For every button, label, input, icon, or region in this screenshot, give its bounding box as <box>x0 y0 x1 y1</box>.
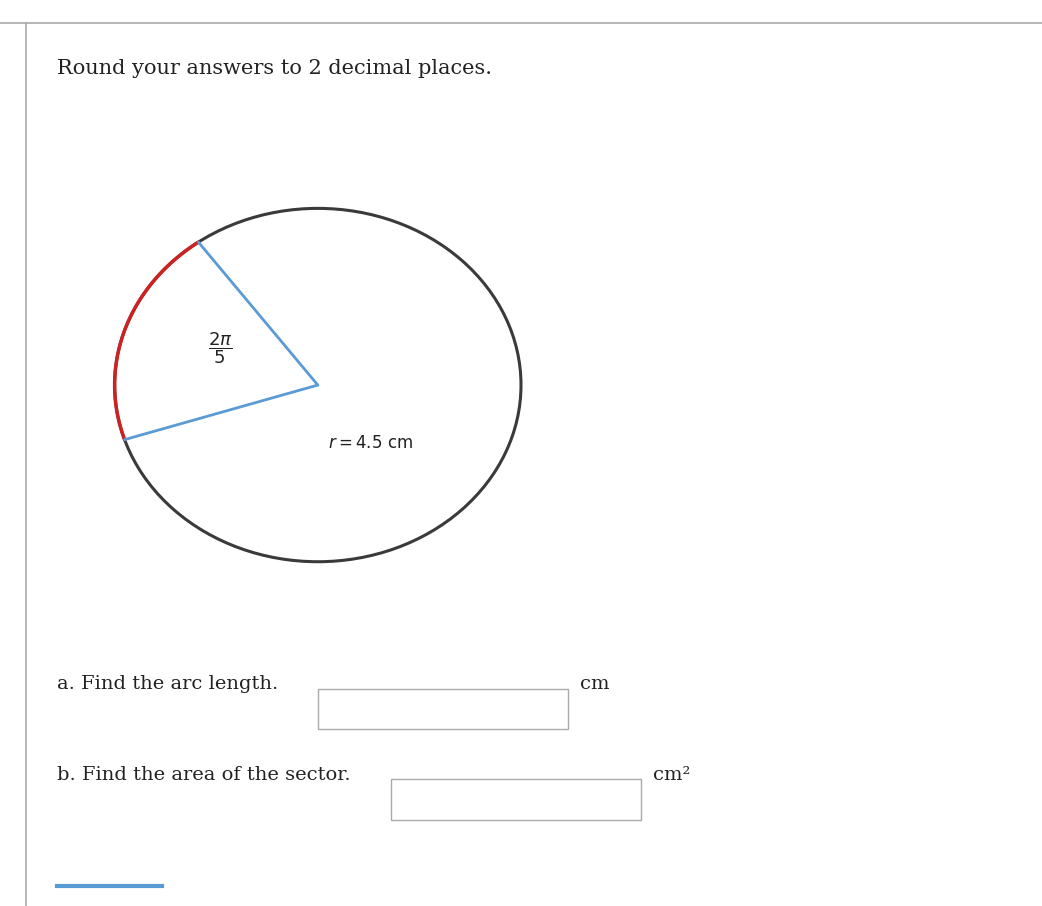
Text: cm²: cm² <box>653 766 691 784</box>
Text: b. Find the area of the sector.: b. Find the area of the sector. <box>57 766 351 784</box>
Text: cm: cm <box>580 675 610 693</box>
Text: $r = 4.5\ \mathrm{cm}$: $r = 4.5\ \mathrm{cm}$ <box>328 435 414 452</box>
Text: $\dfrac{2\pi}{5}$: $\dfrac{2\pi}{5}$ <box>207 330 232 366</box>
Text: a. Find the arc length.: a. Find the arc length. <box>57 675 278 693</box>
Text: Round your answers to 2 decimal places.: Round your answers to 2 decimal places. <box>57 59 492 78</box>
FancyBboxPatch shape <box>391 779 641 820</box>
FancyBboxPatch shape <box>318 689 568 729</box>
